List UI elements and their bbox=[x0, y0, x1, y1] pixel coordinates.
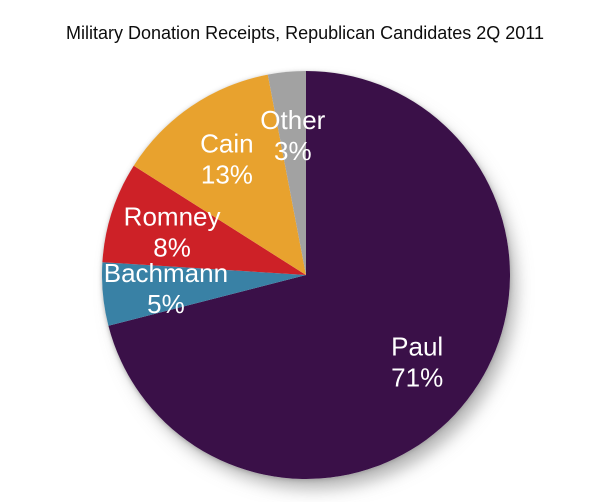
pie-label-bachmann: Bachmann 5% bbox=[104, 258, 228, 319]
pie-label-other: Other 3% bbox=[260, 105, 325, 166]
pie-slice-bachmann bbox=[102, 262, 306, 326]
pie-label-paul: Paul 71% bbox=[391, 331, 443, 392]
pie-slice-paul bbox=[108, 71, 510, 479]
pie-slice-cain bbox=[133, 74, 306, 275]
pie-label-romney: Romney 8% bbox=[124, 202, 221, 263]
pie-chart: Paul 71% Bachmann 5%Romney 8% Cain 13%Other 3% bbox=[102, 71, 510, 479]
pie-label-cain: Cain 13% bbox=[200, 129, 253, 190]
pie-slice-other bbox=[267, 71, 306, 275]
pie-slice-romney bbox=[102, 165, 307, 275]
chart-title: Military Donation Receipts, Republican C… bbox=[66, 23, 544, 43]
